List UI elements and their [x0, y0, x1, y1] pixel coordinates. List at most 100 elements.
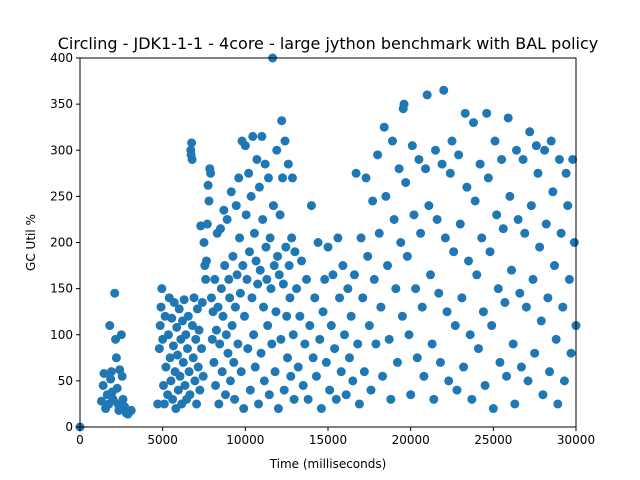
data-point	[412, 353, 422, 363]
data-point	[282, 311, 292, 321]
data-point	[219, 205, 229, 215]
data-point	[513, 214, 523, 224]
data-point	[228, 251, 238, 261]
data-point	[248, 131, 258, 141]
data-point	[203, 180, 213, 190]
data-point	[118, 394, 128, 404]
data-point	[230, 302, 240, 312]
data-point	[426, 270, 436, 280]
data-point	[311, 371, 321, 381]
data-point	[224, 274, 234, 284]
data-point	[338, 261, 348, 271]
data-point	[487, 321, 497, 331]
data-point	[543, 293, 553, 303]
data-point	[106, 374, 116, 384]
data-point	[204, 196, 214, 206]
data-point	[387, 136, 397, 146]
data-point	[313, 238, 323, 247]
data-point	[455, 219, 465, 229]
data-point	[417, 302, 427, 312]
data-point	[211, 380, 221, 390]
data-point	[554, 154, 564, 164]
data-point	[255, 265, 265, 275]
data-point	[273, 404, 283, 414]
data-point	[498, 224, 508, 234]
data-point	[346, 311, 356, 321]
data-point	[452, 385, 462, 395]
data-point	[541, 219, 551, 229]
data-point	[437, 159, 447, 169]
data-point	[220, 390, 230, 400]
data-point	[116, 330, 126, 340]
y-axis-ticks: 0 50 100 150 200 250 300 350 400	[50, 51, 80, 434]
data-point	[371, 339, 381, 349]
data-point	[231, 201, 241, 211]
data-point	[422, 90, 432, 100]
data-point	[249, 330, 259, 340]
data-point	[99, 369, 109, 378]
data-point	[462, 182, 472, 192]
data-point	[358, 293, 368, 303]
data-point	[236, 367, 246, 377]
data-point	[289, 394, 299, 404]
data-point	[516, 362, 526, 372]
data-point	[556, 228, 566, 238]
data-point	[495, 357, 505, 367]
data-point	[518, 154, 528, 164]
data-point	[216, 224, 226, 234]
y-tick-label: 150	[50, 282, 73, 296]
data-point	[316, 404, 326, 414]
x-axis-label: Time (milliseconds)	[269, 457, 387, 471]
data-point	[546, 136, 556, 146]
data-point	[488, 404, 498, 414]
data-point	[540, 145, 550, 155]
data-point	[262, 274, 272, 284]
data-point	[297, 256, 307, 266]
data-point	[241, 210, 251, 220]
data-point	[480, 380, 490, 390]
data-point	[344, 353, 354, 363]
data-point	[247, 293, 257, 303]
data-point	[392, 357, 402, 367]
data-point	[564, 274, 574, 284]
data-point	[368, 196, 378, 206]
data-point	[270, 367, 280, 377]
data-point	[233, 339, 243, 349]
data-point	[531, 141, 541, 151]
data-point	[238, 261, 248, 271]
data-point	[272, 145, 282, 155]
data-point	[477, 233, 487, 243]
data-point	[558, 302, 568, 312]
data-point	[414, 154, 424, 164]
data-point	[383, 261, 393, 271]
data-point	[538, 390, 548, 400]
data-point	[257, 131, 267, 141]
data-point	[275, 210, 285, 220]
data-point	[551, 334, 561, 344]
data-point	[218, 311, 228, 321]
data-point	[163, 330, 173, 340]
data-point	[223, 348, 233, 358]
data-point	[201, 256, 211, 266]
data-point	[482, 108, 492, 118]
data-point	[157, 284, 167, 294]
plot-frame	[79, 57, 577, 428]
data-point	[279, 385, 289, 395]
data-point	[254, 182, 264, 192]
data-point	[175, 371, 185, 381]
data-point	[154, 344, 164, 354]
x-tick-label: 0	[76, 433, 84, 447]
data-point	[265, 233, 275, 243]
data-point	[427, 339, 437, 349]
data-point	[264, 390, 274, 400]
data-point	[216, 284, 226, 294]
y-tick-label: 0	[65, 420, 73, 434]
data-point	[225, 293, 235, 303]
data-point	[256, 348, 266, 358]
x-axis-ticks: 0 5000 10000 15000 20000 25000 30000	[76, 427, 595, 447]
data-point	[473, 344, 483, 354]
data-point	[110, 288, 120, 298]
x-tick-label: 20000	[392, 433, 430, 447]
data-point	[320, 274, 330, 284]
data-point	[528, 274, 538, 284]
